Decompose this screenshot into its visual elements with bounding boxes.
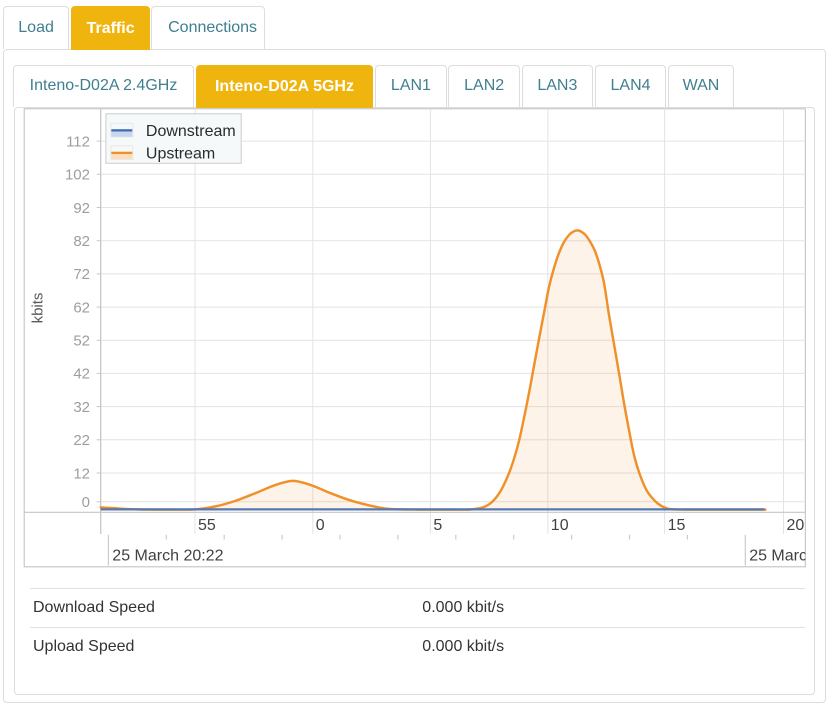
svg-text:kbits: kbits <box>29 293 46 324</box>
svg-text:55: 55 <box>198 517 216 534</box>
svg-text:20: 20 <box>787 517 805 534</box>
svg-text:0: 0 <box>82 494 90 511</box>
svg-text:25 March 20:22: 25 March 20:22 <box>112 547 223 564</box>
svg-text:25 March 21:22: 25 March 21:22 <box>749 547 834 564</box>
svg-text:32: 32 <box>73 399 90 416</box>
svg-text:10: 10 <box>551 517 569 534</box>
svg-text:42: 42 <box>73 366 90 383</box>
svg-text:82: 82 <box>73 233 90 250</box>
svg-text:102: 102 <box>65 167 90 184</box>
svg-text:92: 92 <box>73 200 90 217</box>
svg-text:5: 5 <box>433 517 442 534</box>
svg-text:12: 12 <box>73 465 90 482</box>
svg-text:72: 72 <box>73 266 90 283</box>
svg-text:22: 22 <box>73 432 90 449</box>
svg-text:0: 0 <box>316 517 325 534</box>
svg-text:Downstream: Downstream <box>146 123 236 140</box>
svg-text:62: 62 <box>73 299 90 316</box>
svg-text:Upstream: Upstream <box>146 146 215 163</box>
svg-text:52: 52 <box>73 333 90 350</box>
svg-text:15: 15 <box>668 517 686 534</box>
svg-text:112: 112 <box>66 133 90 150</box>
